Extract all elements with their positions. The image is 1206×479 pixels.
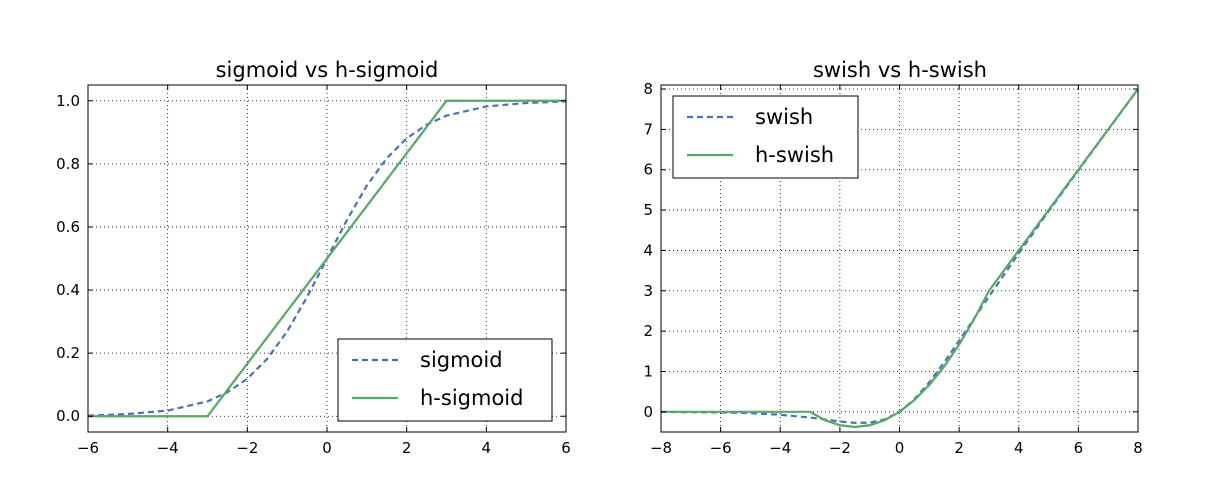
y-tick-label: 8 <box>643 80 653 98</box>
chart-title: swish vs h-swish <box>813 58 987 82</box>
y-tick-label: 0.6 <box>56 218 80 236</box>
x-tick-label: 6 <box>1074 439 1084 457</box>
y-tick-label: 4 <box>643 241 653 259</box>
y-tick-label: 7 <box>643 120 653 138</box>
x-tick-label: 2 <box>402 439 412 457</box>
y-tick-label: 0 <box>643 403 653 421</box>
x-tick-label: 4 <box>482 439 492 457</box>
legend-label: sigmoid <box>420 348 503 372</box>
x-tick-label: 4 <box>1014 439 1024 457</box>
x-tick-label: −4 <box>769 439 791 457</box>
x-tick-label: 2 <box>954 439 964 457</box>
x-tick-label: −2 <box>236 439 258 457</box>
x-tick-label: −6 <box>77 439 99 457</box>
x-tick-label: 0 <box>895 439 905 457</box>
x-tick-label: 8 <box>1133 439 1143 457</box>
sigmoid-chart: sigmoid vs h-sigmoid −6 −4 −2 0 2 4 6 0.0 0.2 0.4… <box>56 58 571 457</box>
y-tick-label: 2 <box>643 322 653 340</box>
legend: sigmoid h-sigmoid <box>337 338 553 422</box>
legend-label: swish <box>755 105 813 129</box>
y-tick-label: 1.0 <box>56 92 80 110</box>
legend-box <box>672 95 859 179</box>
y-tick-label: 0.4 <box>56 281 80 299</box>
x-tick-label: 6 <box>561 439 571 457</box>
y-tick-label: 1 <box>643 362 653 380</box>
legend: swish h-swish <box>672 95 859 179</box>
x-tick-label: −6 <box>710 439 732 457</box>
y-tick-label: 0.8 <box>56 155 80 173</box>
y-tick-label: 6 <box>643 161 653 179</box>
series-line-h-swish <box>661 88 1138 429</box>
y-tick-label: 0.2 <box>56 344 80 362</box>
y-tick-label: 3 <box>643 282 653 300</box>
x-tick-label: −2 <box>829 439 851 457</box>
swish-chart: swish vs h-swish −8 −6 −4 −2 0 2 4 6 8 0 1 2 3 4 5 6 7 8 s… <box>643 58 1142 457</box>
series-line-h-sigmoid <box>88 99 566 418</box>
chart-title: sigmoid vs h-sigmoid <box>216 58 439 82</box>
legend-box <box>337 338 553 422</box>
x-tick-label: −8 <box>650 439 672 457</box>
legend-label: h-sigmoid <box>420 386 523 410</box>
y-tick-label: 0.0 <box>56 407 80 425</box>
x-tick-label: −4 <box>157 439 179 457</box>
y-tick-label: 5 <box>643 201 653 219</box>
x-tick-label: 0 <box>322 439 332 457</box>
legend-label: h-swish <box>755 143 834 167</box>
